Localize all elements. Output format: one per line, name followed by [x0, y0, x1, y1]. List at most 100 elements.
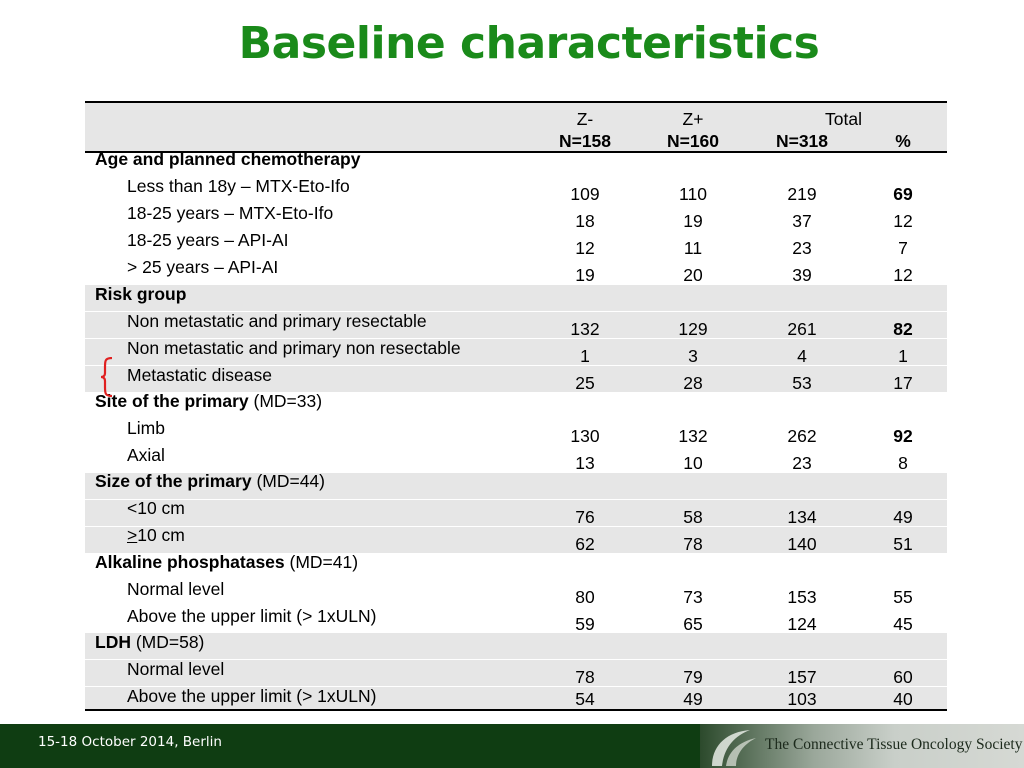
cell-percent: 7 [898, 238, 908, 258]
table-header-background [85, 103, 947, 151]
cell-zminus: 80 [575, 587, 595, 607]
cell-total: 23 [792, 453, 812, 473]
group-label-age: Age and planned chemotherapy [95, 149, 361, 169]
row-label: <10 cm [127, 498, 185, 518]
cell-total: 153 [787, 587, 817, 607]
header-total-n: N=318 [775, 131, 829, 151]
cell-total: 4 [797, 346, 807, 366]
cell-zplus: 20 [683, 265, 703, 285]
row-label: 18-25 years – MTX-Eto-Ifo [127, 203, 334, 223]
cell-percent: 8 [898, 453, 908, 473]
band-risk-group [85, 285, 947, 392]
cell-zminus: 54 [575, 689, 595, 709]
footer-date: 15-18 October 2014, Berlin [38, 734, 222, 750]
cell-zplus: 3 [688, 346, 698, 366]
cell-zminus: 132 [570, 319, 600, 339]
cell-zminus: 19 [575, 265, 595, 285]
baseline-table: Z- N=158 Z+ N=160 Total N=318 % Age and pl… [85, 101, 947, 711]
table-header-rule [85, 151, 947, 153]
cell-total: 219 [787, 184, 817, 204]
band-size-primary [85, 473, 947, 553]
row-label: > 25 years – API-AI [127, 257, 279, 277]
cell-total: 124 [787, 614, 817, 634]
footer-organization: The Connective Tissue Oncology Society [765, 736, 1023, 753]
row-label: >10 cm [127, 525, 185, 545]
cell-zminus: 78 [575, 667, 595, 687]
group-label-risk: Risk group [95, 284, 187, 304]
cell-total: 140 [787, 534, 817, 554]
header-zplus: Z+ N=160 [666, 109, 720, 151]
cell-zminus: 12 [575, 238, 595, 258]
red-brace-annotation [100, 357, 113, 397]
row-label: Non metastatic and primary non resectabl… [127, 338, 461, 358]
cell-zminus: 130 [570, 426, 600, 446]
row-label: Limb [127, 418, 165, 438]
row-label: Normal level [127, 579, 225, 599]
cell-total: 103 [787, 689, 817, 709]
cell-total: 53 [792, 373, 812, 393]
cell-percent: 49 [893, 507, 913, 527]
cell-zminus: 62 [575, 534, 595, 554]
cell-zminus: 13 [575, 453, 595, 473]
cell-percent: 45 [893, 614, 913, 634]
cell-zplus: 129 [678, 319, 708, 339]
cell-zplus: 79 [683, 667, 703, 687]
row-label: Non metastatic and primary resectable [127, 311, 427, 331]
cell-zplus: 19 [683, 211, 703, 231]
cell-zplus: 28 [683, 373, 703, 393]
cell-percent: 82 [893, 319, 913, 339]
group-label-ldh: LDH (MD=58) [95, 632, 205, 652]
cell-zplus: 11 [683, 238, 703, 258]
row-label: Less than 18y – MTX-Eto-Ifo [127, 176, 350, 196]
row-label: Axial [127, 445, 165, 465]
header-total-label: Total [825, 109, 862, 129]
cell-total: 262 [787, 426, 817, 446]
group-label-site: Site of the primary (MD=33) [95, 391, 323, 411]
cell-zminus: 76 [575, 507, 595, 527]
cell-zplus: 58 [683, 507, 703, 527]
cell-zplus: 78 [683, 534, 703, 554]
cell-percent: 17 [893, 373, 913, 393]
cell-zplus: 110 [679, 184, 707, 204]
cell-zplus: 10 [683, 453, 703, 473]
cell-percent: 55 [893, 587, 913, 607]
row-label: Metastatic disease [127, 365, 272, 385]
cell-zminus: 109 [570, 184, 600, 204]
group-label-alkaline: Alkaline phosphatases (MD=41) [95, 552, 359, 572]
cell-percent: 60 [893, 667, 913, 687]
cell-percent: 92 [893, 426, 913, 446]
row-label: Normal level [127, 659, 225, 679]
swirl-logo-icon [712, 730, 756, 766]
header-zminus: Z- N=158 [558, 109, 612, 151]
cell-zplus: 73 [683, 587, 703, 607]
slide-title: Baseline characteristics [238, 18, 820, 69]
cell-percent: 69 [893, 184, 913, 204]
cell-zplus: 132 [678, 426, 708, 446]
cell-total: 37 [792, 211, 812, 231]
row-label: 18-25 years – API-AI [127, 230, 289, 250]
header-percent: % [895, 131, 911, 151]
footer-logo-area [700, 724, 1024, 768]
cell-percent: 51 [893, 534, 913, 554]
cell-total: 134 [787, 507, 817, 527]
cell-total: 39 [792, 265, 812, 285]
cell-total: 23 [792, 238, 812, 258]
cell-percent: 12 [893, 211, 913, 231]
cell-total: 261 [787, 319, 817, 339]
footer-bar: 15-18 October 2014, Berlin The Connectiv… [0, 724, 1024, 768]
cell-zminus: 59 [575, 614, 595, 634]
table-bottom-rule [85, 709, 947, 711]
table-top-rule [85, 101, 947, 103]
cell-zminus: 18 [575, 211, 595, 231]
row-label: Above the upper limit (> 1xULN) [127, 686, 377, 706]
cell-percent: 12 [893, 265, 913, 285]
cell-percent: 1 [898, 346, 908, 366]
row-label: Above the upper limit (> 1xULN) [127, 606, 377, 626]
group-label-size: Size of the primary (MD=44) [95, 471, 325, 491]
cell-zminus: 1 [580, 346, 590, 366]
cell-zplus: 65 [683, 614, 703, 634]
cell-percent: 40 [893, 689, 913, 709]
cell-zplus: 49 [683, 689, 703, 709]
cell-total: 157 [787, 667, 817, 687]
cell-zminus: 25 [575, 373, 595, 393]
